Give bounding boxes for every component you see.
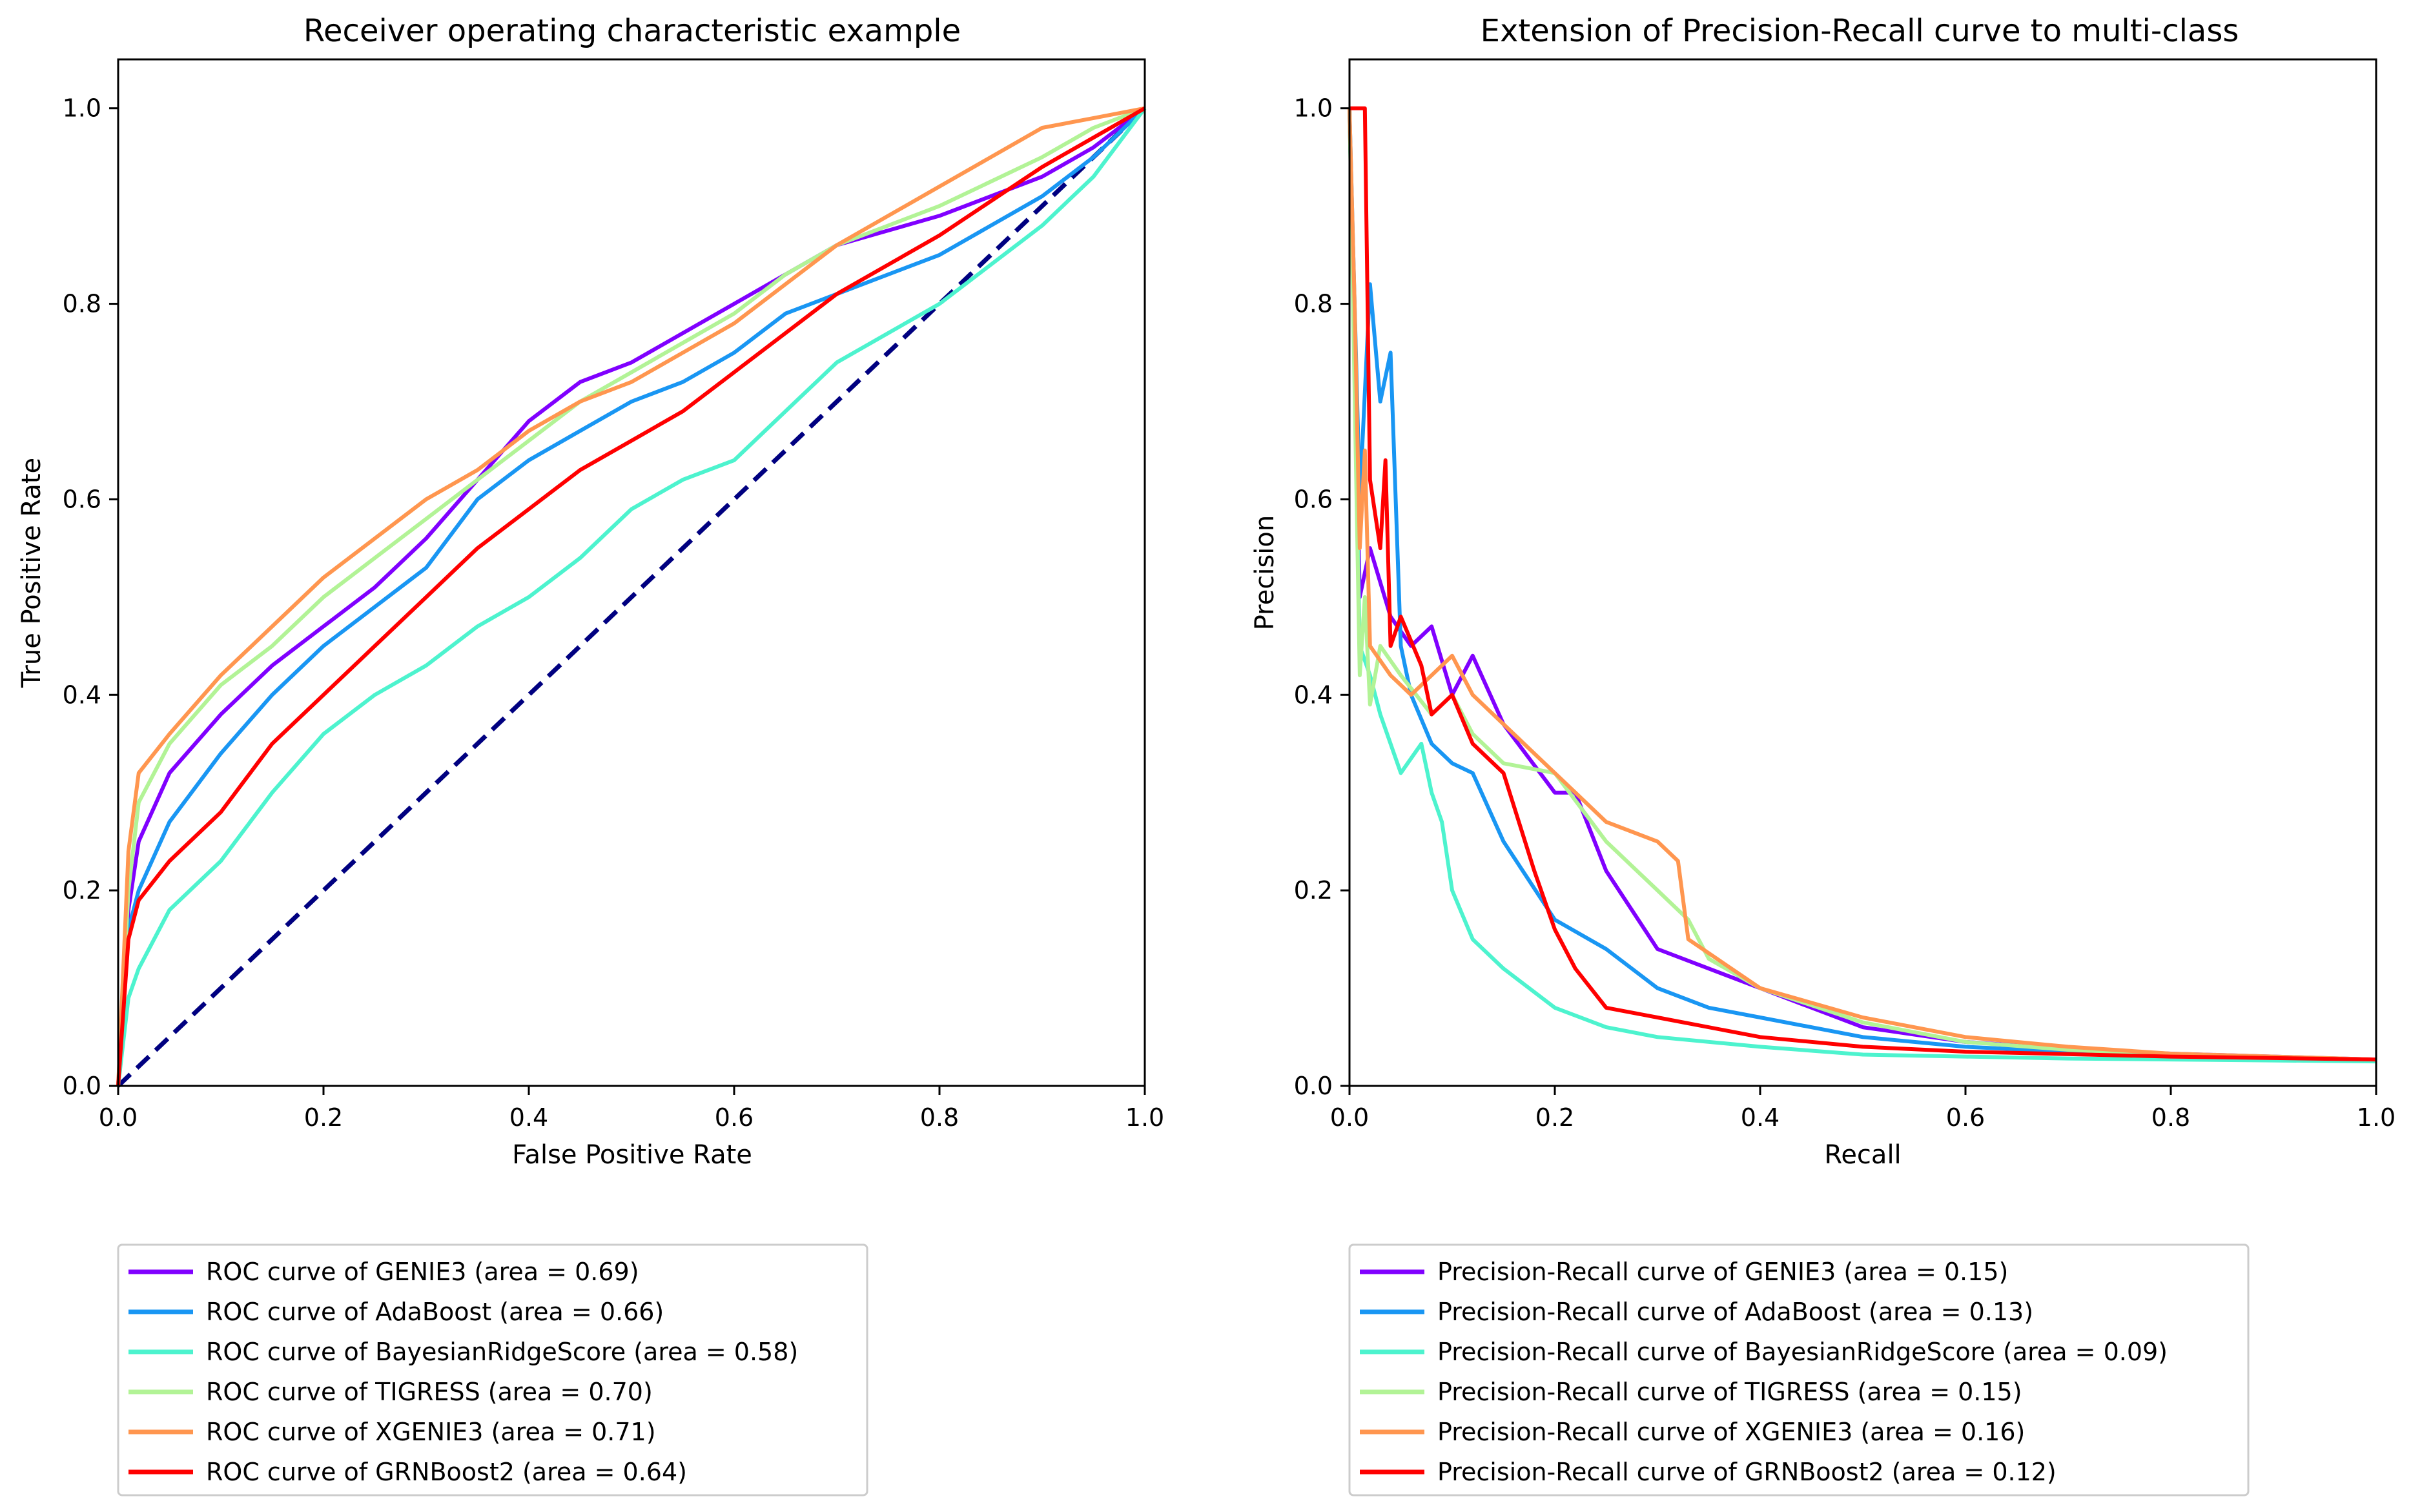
pr-x-tick-label: 0.0: [1330, 1103, 1369, 1132]
roc-series-line-0: [116, 107, 1146, 1087]
roc-legend-entry: ROC curve of GENIE3 (area = 0.69): [206, 1258, 639, 1286]
pr-series-line-4: [1348, 108, 2377, 1062]
roc-series-line-2: [116, 107, 1147, 1087]
roc-x-tick-label: 0.6: [715, 1103, 754, 1132]
pr-y-ticks: 0.0 0.2 0.4 0.6 0.8 1.0: [1294, 94, 1349, 1100]
pr-panel: Extension of Precision-Recall curve to m…: [1250, 13, 2396, 1497]
roc-x-tick-label: 1.0: [1125, 1103, 1164, 1132]
pr-series-line-0: [1348, 108, 2377, 1062]
roc-x-tick-label: 0.0: [99, 1103, 138, 1132]
roc-y-tick-label: 0.8: [63, 290, 101, 318]
pr-y-tick-label: 0.6: [1294, 485, 1333, 513]
pr-legend-entry: Precision-Recall curve of TIGRESS (area …: [1437, 1378, 2022, 1406]
roc-legend-entry: ROC curve of AdaBoost (area = 0.66): [206, 1298, 664, 1326]
pr-axes-frame: [1348, 58, 2377, 1087]
pr-x-tick-label: 0.2: [1535, 1103, 1574, 1132]
pr-legend-entry: Precision-Recall curve of BayesianRidgeS…: [1437, 1338, 2168, 1366]
roc-series-line-4: [116, 106, 1145, 1087]
roc-y-tick-label: 0.0: [63, 1072, 101, 1100]
pr-legend-entry: Precision-Recall curve of XGENIE3 (area …: [1437, 1418, 2025, 1446]
pr-x-tick-label: 0.4: [1741, 1103, 1780, 1132]
roc-y-ticks: 0.0 0.2 0.4 0.6 0.8 1.0: [63, 94, 118, 1100]
pr-legend-entry: Precision-Recall curve of GRNBoost2 (are…: [1437, 1458, 2057, 1486]
roc-legend-frame: [117, 1243, 868, 1497]
roc-panel: Receiver operating characteristic exampl…: [17, 13, 1164, 1497]
pr-legend-frame: [1348, 1243, 2250, 1497]
roc-x-tick-label: 0.8: [920, 1103, 959, 1132]
pr-y-tick-label: 0.8: [1294, 290, 1333, 318]
pr-y-tick-label: 1.0: [1294, 94, 1333, 123]
pr-x-tick-label: 0.6: [1946, 1103, 1985, 1132]
roc-legend-entry: ROC curve of GRNBoost2 (area = 0.64): [206, 1458, 687, 1486]
pr-y-tick-label: 0.2: [1294, 876, 1333, 904]
roc-plot-area: [116, 106, 1147, 1088]
pr-y-tick-label: 0.4: [1294, 680, 1333, 709]
roc-series-line-5: [116, 107, 1146, 1087]
pr-x-tick-label: 1.0: [2357, 1103, 2396, 1132]
roc-legend-entry: ROC curve of BayesianRidgeScore (area = …: [206, 1338, 798, 1366]
pr-legend: Precision-Recall curve of GENIE3 (area =…: [1348, 1243, 2250, 1497]
roc-y-tick-label: 0.4: [63, 680, 101, 709]
pr-chart-title: Extension of Precision-Recall curve to m…: [1481, 13, 2239, 49]
pr-x-ticks: 0.0 0.2 0.4 0.6 0.8 1.0: [1330, 1086, 2396, 1132]
roc-legend: ROC curve of GENIE3 (area = 0.69) ROC cur…: [117, 1243, 868, 1497]
roc-axes-frame: [117, 58, 1146, 1087]
pr-y-tick-label: 0.0: [1294, 1072, 1333, 1100]
pr-legend-entry: Precision-Recall curve of GENIE3 (area =…: [1437, 1258, 2008, 1286]
roc-x-ticks: 0.0 0.2 0.4 0.6 0.8 1.0: [99, 1086, 1164, 1132]
roc-y-tick-label: 0.2: [63, 876, 101, 904]
pr-series-line-3: [1348, 108, 2377, 1062]
roc-series-line-1: [116, 107, 1147, 1087]
roc-y-tick-label: 1.0: [63, 94, 101, 123]
pr-x-axis-label: Recall: [1824, 1140, 1901, 1170]
roc-x-tick-label: 0.2: [304, 1103, 343, 1132]
roc-chart-title: Receiver operating characteristic exampl…: [303, 13, 961, 49]
pr-series-line-2: [1348, 108, 2377, 1064]
pr-x-tick-label: 0.8: [2151, 1103, 2190, 1132]
pr-legend-entry: Precision-Recall curve of AdaBoost (area…: [1437, 1298, 2033, 1326]
roc-x-tick-label: 0.4: [509, 1103, 548, 1132]
roc-y-tick-label: 0.6: [63, 485, 101, 513]
pr-series-line-1: [1348, 108, 2377, 1063]
roc-legend-entry: ROC curve of TIGRESS (area = 0.70): [206, 1378, 653, 1406]
roc-series-line-3: [116, 106, 1146, 1087]
pr-y-axis-label: Precision: [1250, 515, 1280, 630]
pr-plot-area: [1348, 106, 2377, 1064]
pr-series-line-5: [1349, 106, 2377, 1062]
roc-y-axis-label: True Positive Rate: [17, 458, 46, 688]
roc-legend-entry: ROC curve of XGENIE3 (area = 0.71): [206, 1418, 656, 1446]
roc-x-axis-label: False Positive Rate: [512, 1140, 752, 1170]
roc-chance-diagonal: [116, 107, 1147, 1088]
